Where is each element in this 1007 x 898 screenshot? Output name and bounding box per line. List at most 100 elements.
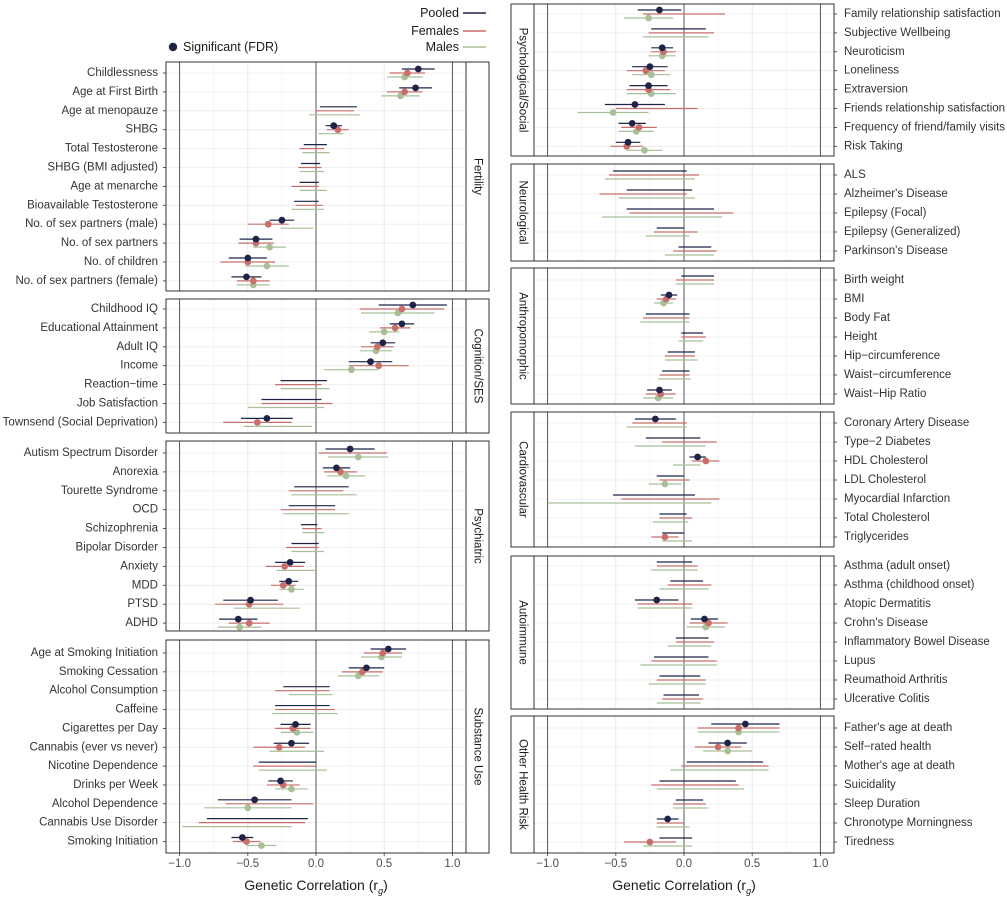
x-axis: −1.0 −0.5 0.0 0.5 1.0 Genetic Correlation (rg… (168, 853, 460, 896)
point-females (401, 88, 409, 96)
row-label: OCD (132, 504, 158, 516)
row-label: Cannabis (ever vs never) (30, 741, 159, 753)
row-label: Triglycerides (844, 531, 909, 543)
row-label: Asthma (adult onset) (844, 560, 950, 572)
panel-strip (465, 298, 490, 434)
point-females (375, 362, 383, 370)
x-axis-label-main: Genetic Correlation (r (244, 877, 378, 893)
panel-strip-label: Psychiatric (472, 508, 484, 564)
x-axis-label-main: Genetic Correlation (r (612, 877, 746, 893)
row-label: Childlessness (87, 67, 158, 79)
point-pooled (398, 320, 406, 328)
point-females (279, 581, 287, 589)
panel-strip (510, 715, 535, 854)
point-pooled (656, 6, 663, 14)
row-label: Height (844, 331, 878, 343)
x-tick-label: 0.0 (676, 858, 692, 870)
row-label: Family relationship satisfaction (844, 8, 1001, 20)
point-males (288, 785, 295, 793)
legend-significant-marker (168, 42, 178, 52)
panel-strip (465, 440, 490, 632)
row-label: Cigarettes per Day (62, 722, 158, 734)
point-pooled (285, 577, 293, 585)
panel-fertility: Fertility Childlessness Age at First Birth… (15, 61, 490, 292)
row-label: ALS (844, 169, 866, 181)
point-females (379, 649, 387, 657)
x-axis-label-suffix: ) (383, 877, 388, 893)
panel-strip-label: Autoimmune (517, 600, 529, 665)
panel-strip-label: Substance Use (472, 708, 484, 786)
panel-strip-label: Neurological (517, 181, 529, 245)
row-label: Age at menopauze (61, 105, 158, 117)
point-females (403, 69, 411, 77)
point-pooled (330, 122, 338, 130)
point-males (645, 14, 652, 22)
row-label: Income (120, 360, 158, 372)
point-pooled (288, 739, 295, 747)
row-label: Father's age at death (844, 722, 952, 734)
row-label: Risk Taking (844, 140, 903, 152)
x-axis-label: Genetic Correlation (rg) (612, 877, 756, 896)
row-label: Sleep Duration (844, 798, 920, 810)
point-females (275, 743, 283, 751)
point-females (646, 838, 654, 846)
panel-psychological-social: Psychological/Social Family relationship … (510, 3, 1005, 157)
point-females (735, 724, 742, 732)
panel-neurological: Neurological ALS Alzheimer's Disease Epilep… (510, 163, 961, 262)
row-label: Schizophrenia (85, 523, 158, 535)
row-label: Job Satisfaction (77, 398, 158, 410)
row-label: Anxiety (120, 560, 158, 572)
row-label: Frequency of friend/family visits (844, 121, 1005, 133)
panel-cardiovascular: Cardiovascular Coronary Artery Disease Typ… (510, 411, 969, 548)
point-pooled (367, 358, 374, 366)
point-pooled (292, 721, 299, 728)
panel-strip-label: Psychological/Social (517, 28, 529, 133)
row-label: Educational Attainment (40, 322, 158, 334)
row-label: Hip−circumference (844, 350, 940, 362)
row-label: Anorexia (113, 466, 159, 478)
panel-strip (510, 267, 535, 405)
legend-significant-label: Significant (FDR) (183, 40, 278, 54)
row-label: Nicotine Dependence (48, 760, 158, 772)
row-label: Subjective Wellbeing (844, 27, 951, 39)
x-axis-label-subscript: g (378, 886, 383, 896)
row-label: Self−rated health (844, 741, 931, 753)
panel-other-health-risk: Other Health Risk Father's age at death Se… (510, 715, 973, 854)
legend-label-pooled: Pooled (420, 6, 459, 20)
row-label: Waist−Hip Ratio (844, 388, 926, 400)
panel-autoimmune: Autoimmune Asthma (adult onset) Asthma (ch… (510, 555, 990, 710)
row-label: HDL Cholesterol (844, 455, 928, 467)
row-label: Suicidality (844, 779, 896, 791)
point-females (264, 220, 272, 228)
point-males (263, 262, 271, 270)
panel-anthropomorphic: Anthropomorphic Birth weight BMI Body Fat He… (510, 267, 951, 405)
point-males (288, 585, 295, 593)
point-pooled (243, 273, 250, 281)
x-tick-label: −1.0 (168, 858, 191, 870)
x-tick-label: 0.5 (744, 858, 760, 870)
point-pooled (656, 386, 663, 394)
row-label: Alcohol Dependence (52, 798, 158, 810)
point-pooled (286, 559, 294, 566)
panel-strip (510, 3, 535, 157)
point-males (348, 366, 355, 374)
legend-label-males: Males (426, 40, 459, 54)
point-pooled (247, 596, 254, 604)
panel-strip (510, 411, 535, 548)
row-label: No. of sex partners (male) (25, 218, 158, 230)
point-pooled (333, 464, 340, 472)
panel-strip-label: Other Health Risk (517, 739, 529, 830)
point-males (724, 747, 732, 755)
row-label: Reumathoid Arthritis (844, 674, 948, 686)
point-females (635, 124, 643, 131)
row-label: Childhood IQ (91, 303, 158, 315)
point-females (373, 343, 381, 351)
row-label: MDD (132, 579, 158, 591)
point-males (647, 71, 655, 79)
row-label: Cannabis Use Disorder (39, 817, 158, 829)
point-pooled (384, 645, 392, 653)
row-label: Drinks per Week (73, 779, 158, 791)
point-females (249, 277, 257, 285)
row-label: Smoking Cessation (59, 666, 158, 678)
